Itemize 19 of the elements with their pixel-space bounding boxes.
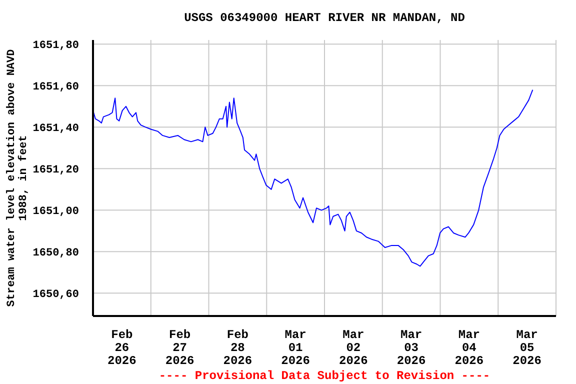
y-tick-label: 1651,80 <box>32 40 79 52</box>
y-tick-label: 1651,00 <box>32 206 79 218</box>
y-tick-label: 1651,40 <box>32 123 79 136</box>
x-tick-label: Mar 04 2026 <box>454 328 484 368</box>
line-series <box>93 89 534 267</box>
x-tick-label: Feb 26 2026 <box>108 328 136 368</box>
x-tick-label: Feb 28 2026 <box>223 328 252 368</box>
x-tick-label: Feb 27 2026 <box>165 328 194 368</box>
chart-title: USGS 06349000 HEART RIVER NR MANDAN, ND <box>183 11 466 25</box>
x-tick-label: Mar 05 2026 <box>512 328 542 368</box>
y-tick-label: 1650,60 <box>32 289 79 302</box>
y-tick-label: 1650,80 <box>32 248 79 260</box>
y-tick-label: 1651,20 <box>32 164 79 177</box>
text: ---- Provisional Data Subject to Revision ---- <box>158 369 492 383</box>
y-tick-label: 1651,60 <box>32 82 79 94</box>
x-tick-label: Mar 03 2026 <box>396 328 426 368</box>
x-tick-label: Mar 01 2026 <box>281 328 310 368</box>
y-axis-title: Stream water level elevation above NAVD 1988, in feet <box>6 48 30 307</box>
x-tick-label: Mar 02 2026 <box>339 328 368 368</box>
